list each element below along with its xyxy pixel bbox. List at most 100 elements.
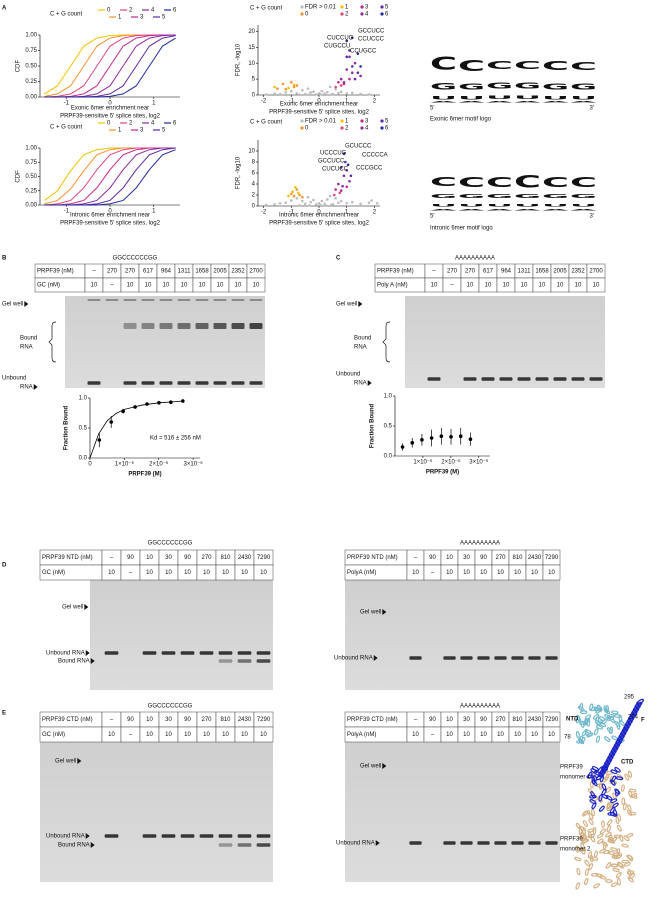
gel-band (443, 656, 456, 660)
point (328, 194, 332, 198)
helix-coil (611, 855, 619, 860)
helix-coil (627, 770, 633, 778)
helix-coil (627, 809, 633, 816)
logo-letter: C (458, 177, 485, 191)
gel-label: Gel well (360, 610, 381, 616)
helix-coil (584, 859, 590, 867)
table-text: 2700 (249, 269, 263, 275)
table-text: PRPF39 CTD (nM) (347, 717, 398, 723)
y-tick-label: 0.00 (25, 95, 37, 101)
logo-letter: A (430, 209, 461, 211)
gel-label: Gel well (2, 302, 23, 308)
helix-coil (584, 718, 588, 726)
table-text: Poly A (nM) (377, 283, 408, 289)
table-cell (246, 277, 266, 293)
point (345, 39, 349, 43)
helix-coil (582, 833, 587, 841)
y-tick-label: 2 (252, 193, 256, 199)
gel-band (87, 381, 101, 385)
table-text: 10 (260, 732, 267, 738)
logo-letter: C (514, 172, 541, 192)
point (309, 91, 312, 94)
helix-coil (605, 879, 613, 883)
helix-coil (574, 856, 582, 862)
gel-band (494, 841, 507, 845)
helix-coil (592, 826, 597, 835)
gel-band (231, 381, 245, 385)
table-cell (586, 277, 606, 293)
legend-label: 2 (129, 8, 133, 14)
logo-letter: A (458, 209, 489, 211)
table-text: 10 (480, 570, 487, 576)
x-tick-label: 0 (108, 209, 112, 215)
helix-coil (615, 776, 624, 781)
y-tick-label: 0.0 (384, 454, 393, 460)
table-text: 10 (531, 732, 538, 738)
helix-coil (589, 794, 597, 799)
helix-coil (617, 861, 624, 868)
helix-coil (626, 833, 634, 838)
gel-band (199, 834, 214, 838)
y-tick-label: 1.0 (79, 396, 88, 402)
y-tick-label: 5 (252, 77, 256, 83)
arrowhead (358, 301, 363, 307)
arrowhead (382, 609, 387, 615)
logo-letter: G (458, 81, 485, 91)
point (350, 200, 354, 204)
structure-label: monomer 1 (560, 775, 591, 781)
y-tick-label: 20 (248, 29, 255, 35)
legend-label: 4 (151, 8, 155, 14)
gel-band (256, 834, 271, 838)
logo-letter: G (542, 194, 571, 200)
helix-coil (611, 836, 618, 843)
helix-coil (593, 728, 599, 736)
gel-band (87, 299, 101, 301)
legend-label: 1 (118, 128, 122, 134)
table-text: 10 (412, 732, 419, 738)
gel-band (104, 834, 119, 838)
point (337, 91, 340, 95)
point (278, 201, 282, 205)
y-tick-label: 0.25 (25, 188, 37, 194)
table-text: 10 (412, 570, 419, 576)
legend-swatch (300, 119, 304, 123)
point (356, 71, 360, 75)
legend-label: 1 (345, 119, 349, 125)
table-text: 10 (203, 732, 210, 738)
helix-coil (616, 722, 621, 730)
annotation: GCUCCC (345, 144, 372, 150)
legend-label: 4 (151, 121, 155, 127)
y-tick-label: 0.75 (25, 160, 37, 166)
point (356, 52, 360, 55)
gel-band (142, 651, 157, 655)
y-tick-label: 0.0 (79, 456, 88, 462)
table-text: 10 (446, 732, 453, 738)
point (334, 188, 337, 191)
annotation: CCUCCC (358, 37, 385, 43)
helix-coil (584, 868, 589, 876)
gel-band (180, 834, 195, 838)
logo-letter: A (486, 209, 517, 211)
gel-title: GGCCCCCCGG (113, 256, 158, 262)
arrowhead (373, 655, 378, 661)
table-text: 30 (165, 555, 172, 561)
point (350, 91, 354, 95)
table-text: 10 (163, 283, 170, 289)
gel-label: Unbound RNA (336, 841, 375, 847)
gel-band (511, 841, 524, 845)
table-text: 270 (465, 269, 476, 275)
helix-coil (616, 824, 622, 832)
x-tick-label: 1 (152, 209, 156, 215)
table-text: 7290 (257, 717, 271, 723)
legend-label: 2 (345, 126, 349, 132)
table-text: 10 (575, 283, 582, 289)
helix-coil (629, 873, 636, 880)
helix-coil (595, 725, 604, 730)
gel-band (218, 659, 233, 663)
gel-band (409, 656, 422, 660)
structure-label: CTD (621, 760, 634, 766)
table-text: PRPF39 CTD (nM) (42, 717, 93, 723)
table-text: 10 (146, 717, 153, 723)
gel-image (405, 296, 605, 388)
y-tick-label: 0.50 (25, 174, 37, 180)
